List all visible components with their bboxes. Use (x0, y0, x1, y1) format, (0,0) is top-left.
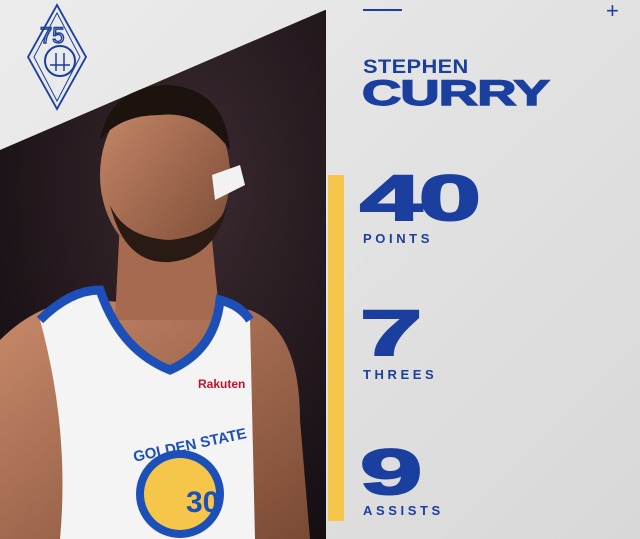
player-last-name: CURRY (361, 74, 551, 113)
jersey-sponsor: Rakuten (198, 377, 245, 391)
stat-threes-value: 7 (358, 297, 424, 369)
stat-assists-value: 9 (358, 436, 424, 508)
plus-icon: + (606, 0, 619, 23)
player-photo: GOLDEN STATE 30 Rakuten (0, 10, 326, 539)
decorative-dash (363, 9, 402, 11)
stat-points-label: POINTS (363, 231, 433, 246)
logo-75-text: 75 (40, 23, 64, 48)
stat-assists-label: ASSISTS (363, 503, 444, 518)
player-first-name: STEPHEN (363, 57, 469, 78)
stat-points-value: 40 (358, 162, 483, 234)
stat-threes-label: THREES (363, 367, 438, 382)
warriors-75-logo: 75 (26, 3, 88, 111)
accent-bar (328, 175, 344, 521)
jersey-number: 30 (186, 486, 219, 519)
